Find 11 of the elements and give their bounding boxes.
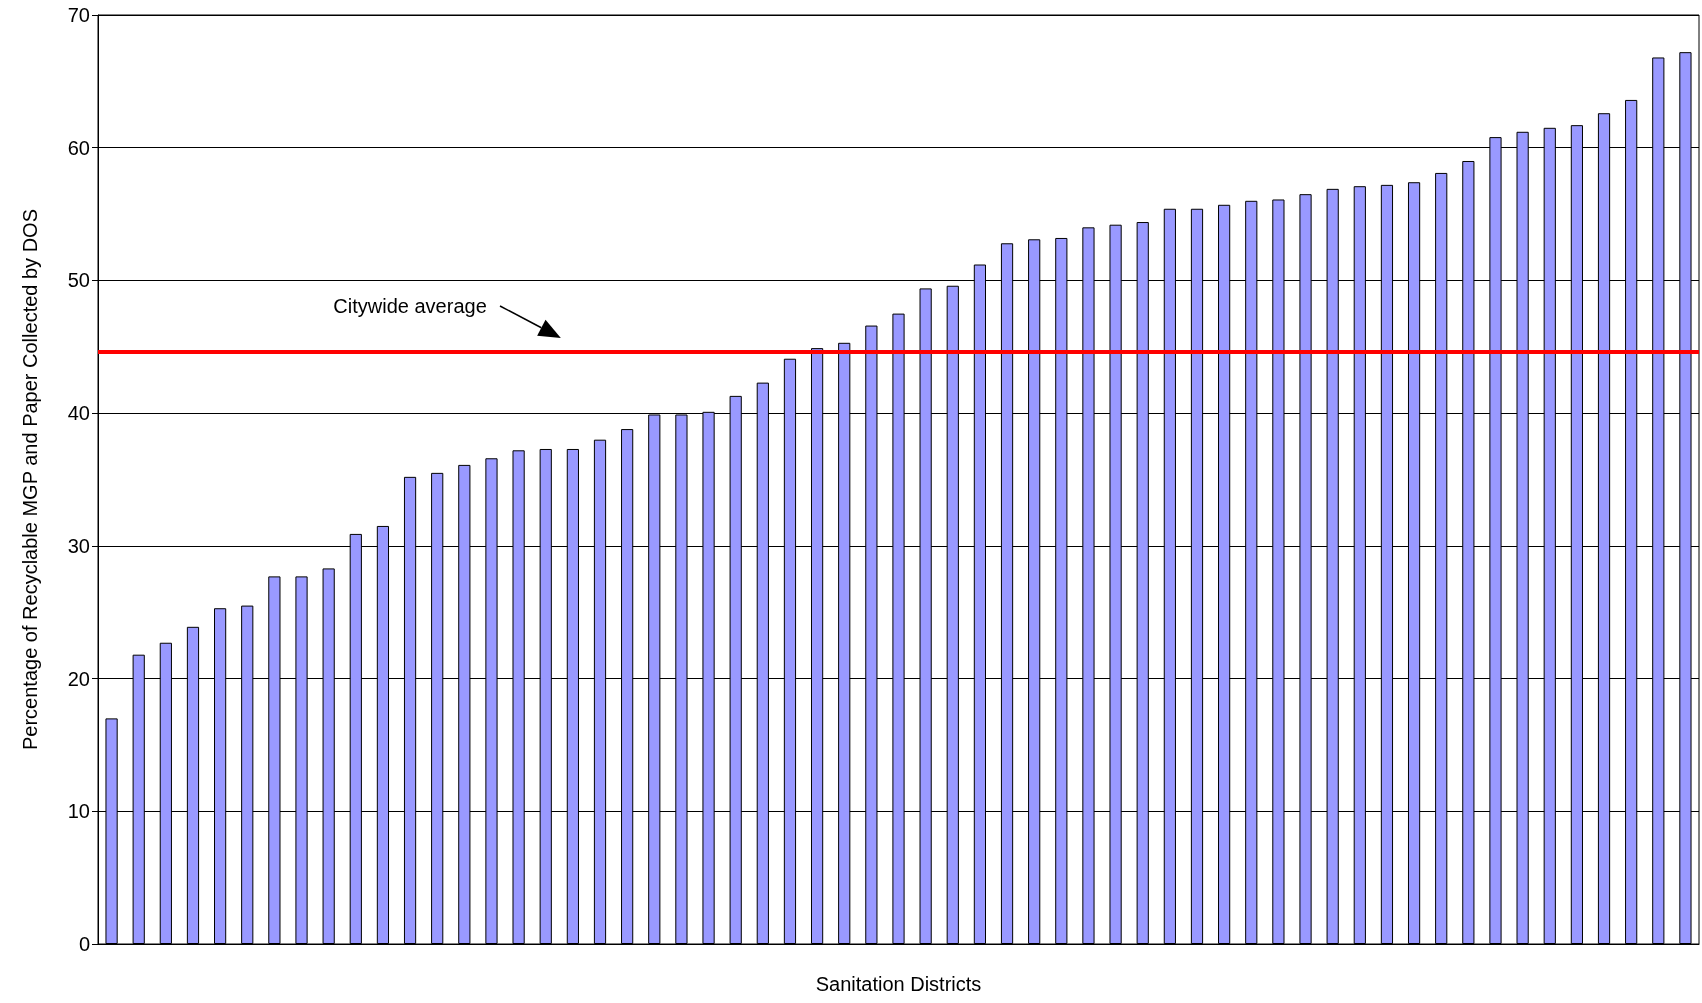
- x-axis-title: Sanitation Districts: [815, 973, 982, 995]
- y-tick-label: 50: [67, 269, 90, 292]
- y-tick-label: 10: [67, 800, 90, 823]
- y-tick-label: 30: [67, 534, 90, 557]
- y-tick-label: 20: [67, 667, 90, 690]
- y-tick-label: 70: [67, 4, 90, 26]
- y-tick-label: 40: [67, 402, 90, 425]
- y-tick-label: 60: [67, 136, 90, 159]
- ref-line-label: Citywide average: [333, 295, 487, 318]
- y-tick-label: 0: [78, 933, 90, 955]
- y-axis-title: Percentage of Recyclable MGP and Paper Collected by DOS: [19, 208, 41, 751]
